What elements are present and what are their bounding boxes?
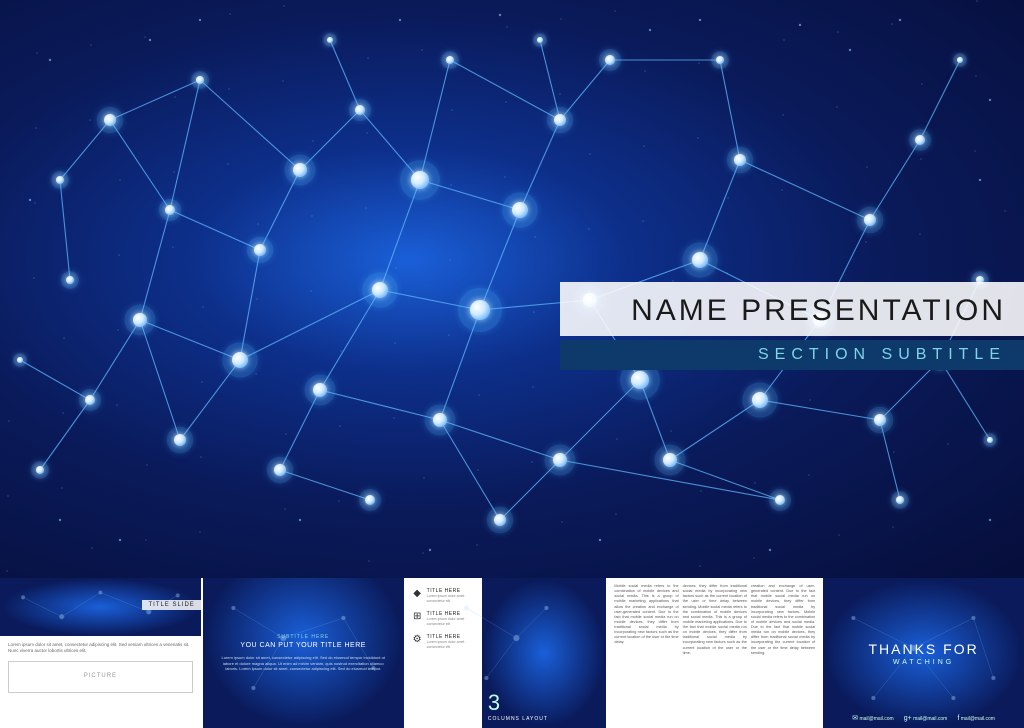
- subtitle-strip: SECTION SUBTITLE: [560, 340, 1024, 370]
- social-text: mail@mail.com: [859, 716, 893, 722]
- social-item: ✉ mail@mail.com: [852, 714, 894, 722]
- title-panel: NAME PRESENTATION: [560, 282, 1024, 336]
- thumb-icon-split: ◆TITLE HERELorem ipsum dolor amet consec…: [406, 578, 607, 728]
- thumb4-col1: Mobile social media refers to the combin…: [614, 584, 678, 722]
- thumb-thanks: THANKS FOR WATCHING ✉ mail@mail.comg+ ma…: [823, 578, 1024, 728]
- mini-network-icon: [406, 578, 607, 728]
- thumb1-picture-placeholder: PICTURE: [8, 661, 193, 693]
- thumb4-col2: devices, they differ from traditional so…: [683, 584, 747, 722]
- thumb1-body-text: Lorem ipsum dolor sit amet, consectetur …: [8, 642, 193, 655]
- social-icon: f: [957, 715, 959, 722]
- social-text: mail@mail.com: [961, 716, 995, 722]
- thumb-three-col: Mobile social media refers to the combin…: [608, 578, 821, 728]
- mini-network-icon: [823, 578, 1024, 728]
- social-text: mail@mail.com: [913, 716, 947, 722]
- presentation-title: NAME PRESENTATION: [578, 294, 1006, 328]
- mini-network-icon: [203, 578, 404, 728]
- thumb5-social-row: ✉ mail@mail.comg+ mail@mail.comf mail@ma…: [852, 714, 995, 722]
- presentation-subtitle: SECTION SUBTITLE: [578, 346, 1006, 364]
- social-item: f mail@mail.com: [957, 715, 995, 722]
- social-icon: g+: [904, 715, 912, 722]
- main-slide: NAME PRESENTATION SECTION SUBTITLE: [0, 0, 1024, 578]
- thumb4-col3: creation and exchange of user-generated …: [751, 584, 815, 722]
- social-icon: ✉: [852, 715, 858, 722]
- thumbnail-row: TITLE SLIDE Lorem ipsum dolor sit amet, …: [0, 578, 1024, 728]
- thumb-title-slide: TITLE SLIDE Lorem ipsum dolor sit amet, …: [0, 578, 201, 728]
- social-item: g+ mail@mail.com: [904, 715, 948, 722]
- thumb-content-blue: SUBTITLE HERE YOU CAN PUT YOUR TITLE HER…: [203, 578, 404, 728]
- thumb1-header-label: TITLE SLIDE: [142, 600, 200, 610]
